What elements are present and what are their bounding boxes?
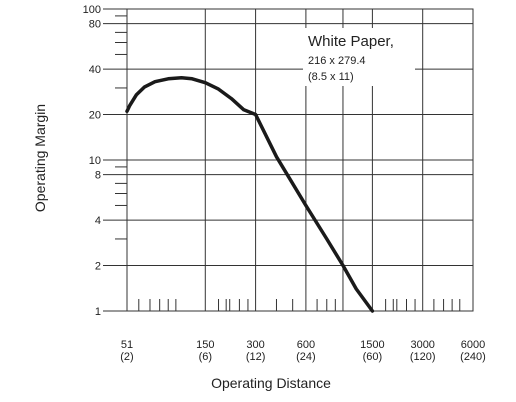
annotation-title: White Paper, — [308, 33, 394, 50]
plot-frame — [115, 8, 474, 312]
y-tick-label: 8 — [95, 170, 101, 182]
y-tick-label: 80 — [89, 19, 101, 31]
x-axis-tick-labels: 51(2) 150(6) 300(12) 600(24) 1500(60) 3000(12… — [120, 339, 486, 363]
x-tick-sublabel: (24) — [296, 351, 316, 363]
y-tick-label: 4 — [95, 215, 101, 227]
y-tick-label: 100 — [83, 4, 101, 16]
x-tick-sublabel: (12) — [246, 351, 266, 363]
annotation-background — [303, 28, 415, 86]
x-axis-title: Operating Distance — [211, 375, 331, 391]
y-tick-label: 20 — [89, 110, 101, 122]
x-tick-sublabel: (60) — [363, 351, 383, 363]
x-tick-label: 3000 — [410, 339, 434, 351]
y-tick-label: 40 — [89, 64, 101, 76]
annotation-line-1: 216 x 279.4 — [308, 55, 366, 67]
y-tick-label: 2 — [95, 261, 101, 273]
data-series — [125, 76, 375, 313]
x-tick-sublabel: (6) — [199, 351, 212, 363]
annotation-line-2: (8.5 x 11) — [308, 71, 354, 83]
x-tick-label: 150 — [196, 339, 214, 351]
x-tick-label: 300 — [246, 339, 264, 351]
y-axis-title: Operating Margin — [32, 104, 48, 212]
y-tick-label: 10 — [89, 155, 101, 167]
x-tick-label: 51 — [121, 339, 133, 351]
x-tick-sublabel: (120) — [410, 351, 436, 363]
grid-lines — [126, 9, 473, 311]
x-tick-label: 1500 — [360, 339, 384, 351]
series-line — [125, 76, 375, 313]
x-tick-sublabel: (2) — [120, 351, 133, 363]
y-tick-label: 1 — [95, 306, 101, 318]
y-axis-tick-labels: 1 2 4 8 10 20 40 80 100 — [83, 4, 127, 318]
x-tick-sublabel: (240) — [460, 351, 486, 363]
x-tick-label: 600 — [297, 339, 315, 351]
x-tick-label: 6000 — [461, 339, 485, 351]
